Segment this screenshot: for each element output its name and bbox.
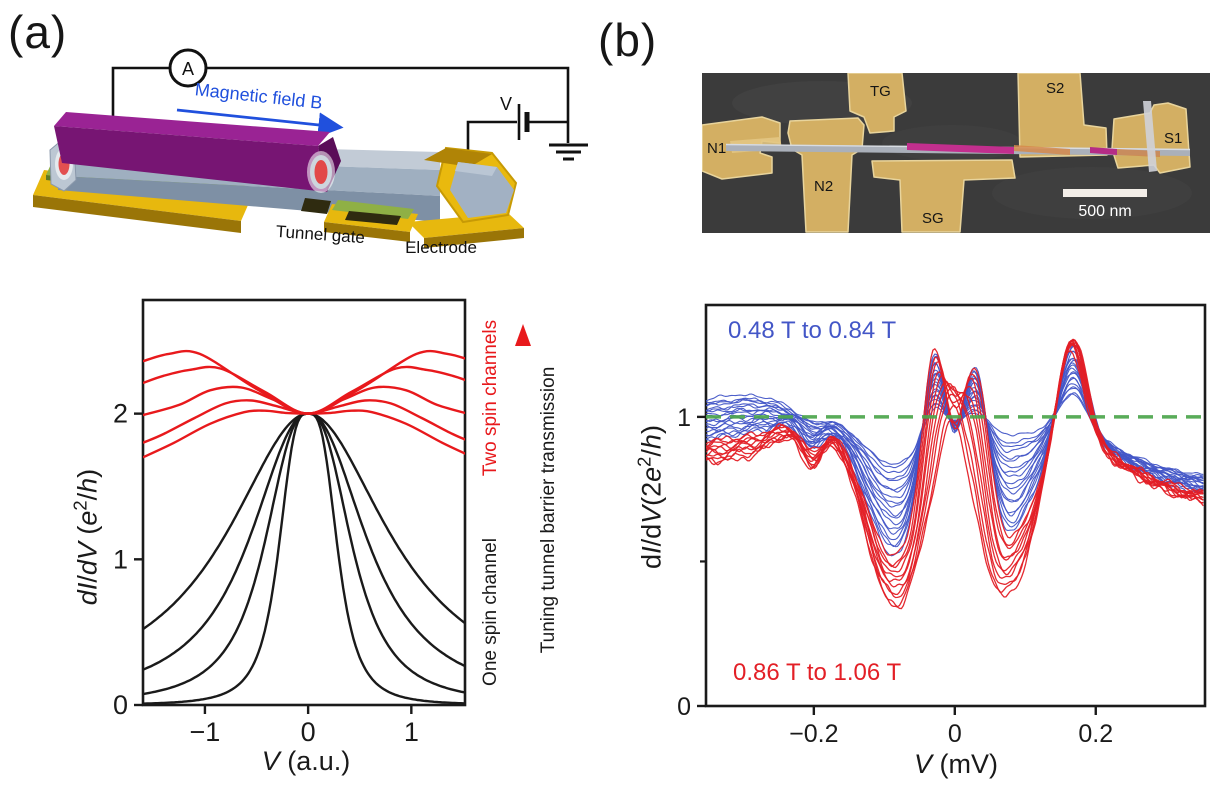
voltage-label: V <box>500 94 512 114</box>
blue-field-range-label: 0.48 T to 0.84 T <box>728 317 897 344</box>
annotation-two-spin-channels: Two spin channels <box>480 319 502 477</box>
label-SG: SG <box>922 210 944 227</box>
annotation-one-spin-channel: One spin channel <box>480 538 502 686</box>
ammeter-icon <box>168 48 208 88</box>
electrode-TG <box>847 73 907 134</box>
scale-bar <box>1063 189 1147 197</box>
blue-curve-5 <box>706 376 1204 491</box>
electrode-S2 <box>1017 73 1108 158</box>
two-spin-curve-4 <box>143 349 465 415</box>
device-schematic: A V Magnetic field B <box>33 48 588 257</box>
ytick-b-1: 1 <box>677 404 691 432</box>
xtick-a-2: 1 <box>404 717 419 747</box>
wire-segment-magenta <box>907 143 1014 154</box>
blue-curve-17 <box>706 344 1204 548</box>
blue-curve-18 <box>706 344 1204 557</box>
axes-a: −1 0 1 0 1 2 <box>113 298 467 747</box>
red-curve-28 <box>706 343 1204 608</box>
blue-curve-13 <box>706 358 1204 530</box>
electrode-SG <box>871 159 1016 233</box>
side-wire <box>1143 101 1157 172</box>
magnetic-field-arrow <box>176 108 344 138</box>
axes-b: −0.2 0 0.2 0 1 <box>677 303 1207 748</box>
xtick-b-0: −0.2 <box>789 720 838 748</box>
panel-b-letter: (b) <box>598 14 658 66</box>
plot-a-ylabel: dI/dV (e2/h) <box>69 468 103 606</box>
plot-a-xlabel: V (a.u.) <box>261 745 351 776</box>
plot-b-curves <box>706 338 1204 610</box>
red-curve-29 <box>706 350 1204 610</box>
battery-icon <box>517 104 530 140</box>
red-field-range-label: 0.86 T to 1.06 T <box>733 659 902 686</box>
electrode-shell <box>408 146 524 248</box>
plot-b-xlabel: V (mV) <box>914 748 998 779</box>
blue-curve-15 <box>706 350 1204 541</box>
blue-curve-14 <box>706 357 1204 535</box>
panel-a-letter: (a) <box>8 6 68 58</box>
ground-icon <box>549 143 588 161</box>
xtick-b-2: 0.2 <box>1078 720 1113 748</box>
xtick-b-1: 0 <box>948 720 962 748</box>
red-curve-27 <box>706 343 1204 599</box>
sem-image: 500 nm N1 N2 TG SG S2 S1 <box>702 73 1210 233</box>
plot-b-ylabel: dI/dV(2e2/h) <box>633 425 667 569</box>
xtick-a-1: 0 <box>301 717 316 747</box>
label-TG: TG <box>870 83 891 100</box>
label-N1: N1 <box>707 140 726 157</box>
ytick-b-0: 0 <box>677 693 691 721</box>
two-spin-curve-3 <box>143 365 465 415</box>
ytick-a-0: 0 <box>113 690 128 720</box>
right-wire-core-icon <box>314 160 328 184</box>
electrode-label: Electrode <box>405 238 477 257</box>
wire-segment-orange <box>1014 145 1070 155</box>
red-curve-19 <box>706 342 1204 556</box>
xtick-a-0: −1 <box>190 717 221 747</box>
label-N2: N2 <box>814 178 833 195</box>
one-spin-curve-1 <box>143 412 465 696</box>
blue-curve-16 <box>706 350 1204 548</box>
two-spin-curve-1 <box>143 399 465 444</box>
ytick-a-1: 1 <box>113 544 128 574</box>
label-S1: S1 <box>1164 130 1182 147</box>
ammeter-label: A <box>182 59 194 79</box>
tunnel-gate-slab <box>301 198 418 242</box>
one-spin-curve-2 <box>143 412 465 671</box>
red-curve-20 <box>706 339 1204 568</box>
wire-segment-magenta-2 <box>1090 147 1117 155</box>
blue-curve-8 <box>706 372 1204 504</box>
red-curve-25 <box>706 339 1204 588</box>
annotation-tuning-transmission: Tuning tunnel barrier transmission <box>538 366 560 654</box>
transmission-arrow <box>515 324 531 683</box>
two-spin-curve-0 <box>143 409 465 459</box>
blue-curve-0 <box>706 393 1204 478</box>
ferromagnet-bar <box>54 112 341 193</box>
scale-bar-label: 500 nm <box>1078 203 1131 220</box>
one-spin-curve-0 <box>143 412 465 705</box>
plot-a-curves <box>143 349 465 705</box>
two-spin-curve-2 <box>143 385 465 417</box>
circuit-wires <box>111 66 570 151</box>
label-S2: S2 <box>1046 80 1064 97</box>
ytick-a-2: 2 <box>113 399 128 429</box>
one-spin-curve-3 <box>143 412 465 631</box>
